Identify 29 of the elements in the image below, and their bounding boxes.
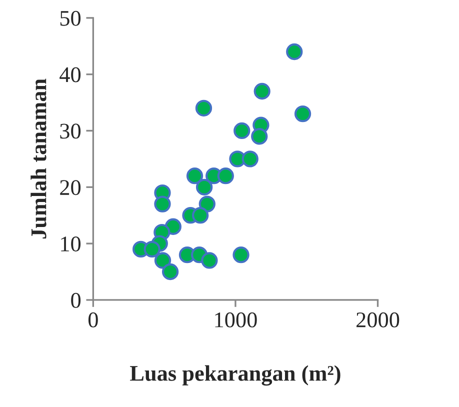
point [242, 150, 258, 168]
point [154, 252, 172, 269]
point [254, 82, 270, 100]
x-tick-label: 0 [88, 312, 98, 328]
point [286, 43, 303, 60]
point [201, 252, 218, 269]
y-tick-label: 30 [60, 124, 81, 139]
x-tick-label: 1000 [215, 312, 257, 328]
point [251, 128, 268, 145]
point [154, 196, 171, 212]
point [196, 178, 213, 196]
point [144, 240, 160, 258]
y-tick-label: 40 [60, 67, 81, 82]
point [217, 168, 234, 184]
point [294, 105, 312, 122]
y-tick-label: 20 [60, 180, 81, 196]
point [234, 122, 250, 140]
point [192, 207, 209, 224]
point [162, 263, 179, 280]
x-axis-title: Luas pekarangan (m²) [130, 365, 340, 386]
y-tick-label: 10 [61, 236, 81, 252]
x-tick-label: 2000 [356, 312, 400, 328]
point [198, 196, 216, 212]
point [195, 100, 212, 116]
point [232, 246, 250, 264]
y-tick-label: 0 [71, 292, 81, 308]
point [186, 168, 204, 184]
y-axis-title: Jumlah tanaman [30, 78, 46, 239]
y-tick-label: 50 [60, 10, 81, 26]
